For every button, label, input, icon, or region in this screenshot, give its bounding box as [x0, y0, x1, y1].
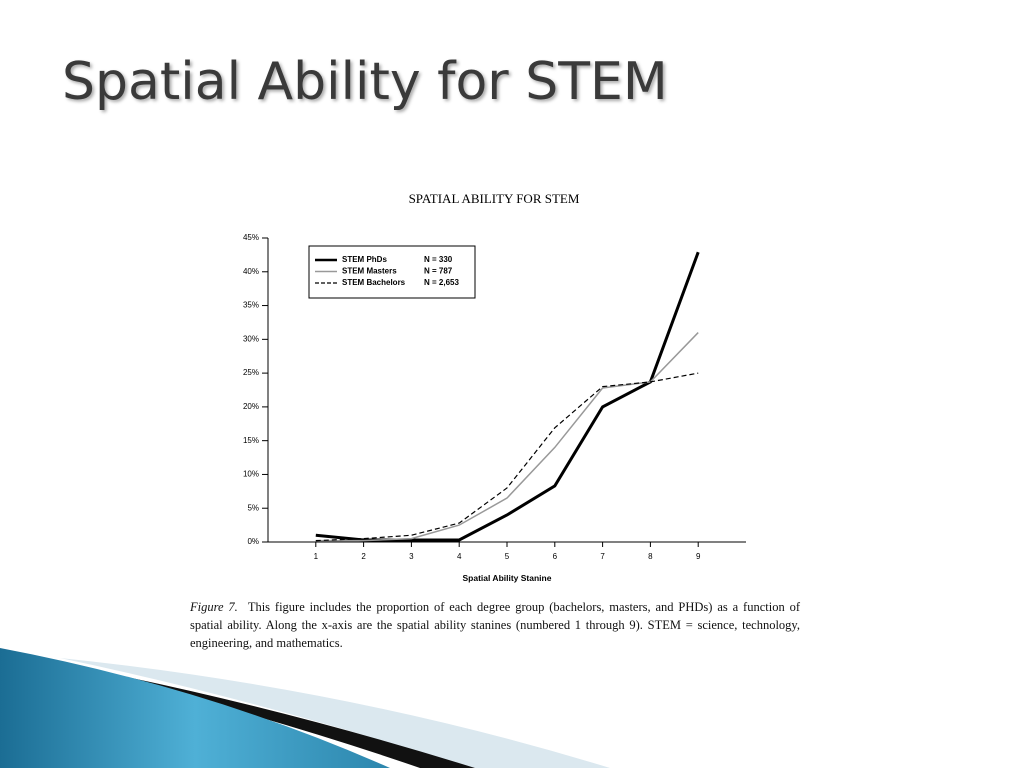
- decor-blue: [0, 648, 390, 768]
- x-tick-label: 9: [696, 552, 701, 561]
- y-tick-label: 40%: [243, 267, 259, 276]
- y-tick-label: 35%: [243, 301, 259, 310]
- decor-dark: [30, 658, 475, 768]
- x-tick-label: 8: [648, 552, 653, 561]
- caption-text: This figure includes the proportion of e…: [190, 600, 800, 650]
- x-tick-label: 5: [505, 552, 510, 561]
- chart-title: SPATIAL ABILITY FOR STEM: [409, 191, 580, 206]
- caption: Figure 7. This figure includes the propor…: [190, 598, 800, 652]
- series-line: [315, 372, 699, 542]
- x-tick-label: 1: [314, 552, 319, 561]
- x-tick-label: 6: [553, 552, 558, 561]
- decor-light: [60, 658, 610, 768]
- y-tick-label: 25%: [243, 368, 259, 377]
- x-axis-label: Spatial Ability Stanine: [463, 573, 552, 583]
- legend-label: STEM PhDs: [342, 255, 387, 264]
- y-tick-label: 30%: [243, 334, 259, 343]
- x-tick-label: 3: [409, 552, 414, 561]
- x-tick-label: 2: [361, 552, 366, 561]
- x-tick-label: 4: [457, 552, 462, 561]
- y-tick-label: 20%: [243, 402, 259, 411]
- series-line: [315, 332, 699, 542]
- legend-label: STEM Bachelors: [342, 278, 406, 287]
- legend-n: N = 2,653: [424, 278, 459, 287]
- legend-n: N = 787: [424, 267, 453, 276]
- y-tick-label: 10%: [243, 470, 259, 479]
- slide-title: Spatial Ability for STEM: [62, 52, 668, 112]
- legend-label: STEM Masters: [342, 267, 397, 276]
- caption-label: Figure 7.: [190, 600, 238, 614]
- legend-n: N = 330: [424, 255, 453, 264]
- x-tick-label: 7: [600, 552, 605, 561]
- y-tick-label: 45%: [243, 233, 259, 242]
- y-tick-label: 15%: [243, 436, 259, 445]
- y-tick-label: 5%: [247, 503, 259, 512]
- y-tick-label: 0%: [247, 537, 259, 546]
